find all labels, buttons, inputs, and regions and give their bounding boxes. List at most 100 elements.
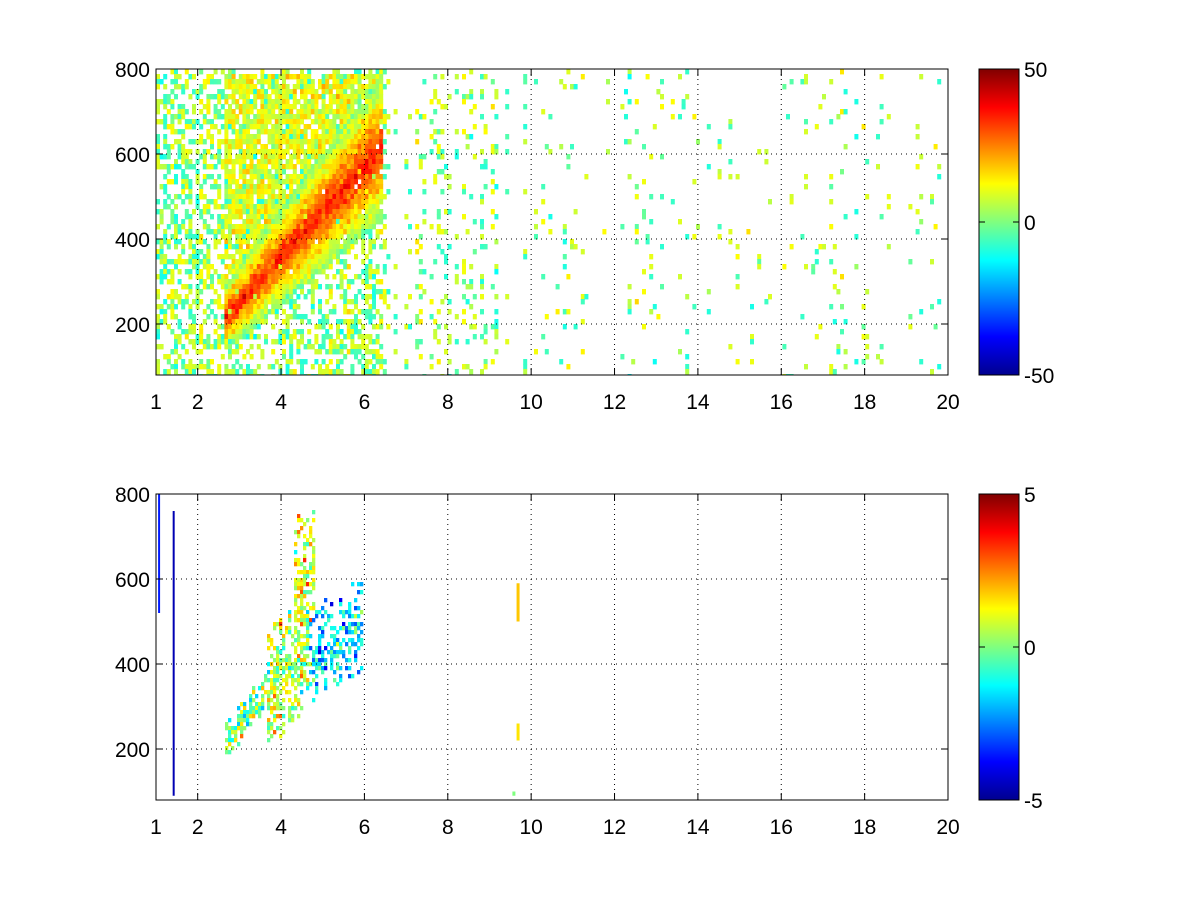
top-heatmap-cell (249, 184, 254, 190)
top-heatmap-cell (328, 324, 333, 330)
top-heatmap-cell (278, 284, 283, 290)
top-heatmap-cell (217, 94, 222, 100)
top-heatmap-cell (343, 294, 348, 300)
top-heatmap-cell (289, 124, 294, 130)
top-heatmap-cell (174, 179, 178, 185)
top-heatmap-cell (253, 234, 258, 240)
top-heatmap-cell (678, 74, 682, 80)
top-heatmap-cell (296, 184, 301, 190)
top-heatmap-cell (436, 129, 441, 135)
top-heatmap-cell (307, 99, 312, 105)
top-heatmap-cell (328, 249, 333, 255)
top-heatmap-cell (314, 174, 319, 180)
top-heatmap-cell (271, 239, 276, 245)
top-heatmap-cell (192, 259, 196, 265)
top-heatmap-cell (231, 124, 236, 130)
top-heatmap-cell (483, 359, 488, 365)
top-heatmap-cell (328, 369, 333, 375)
top-heatmap-cell (339, 129, 344, 135)
top-heatmap-cell (325, 149, 330, 155)
top-heatmap-cell (278, 289, 283, 295)
top-heatmap-cell (364, 84, 369, 90)
top-heatmap-cell (670, 99, 675, 105)
top-heatmap-cell (271, 159, 276, 165)
top-heatmap-cell (879, 359, 884, 365)
top-heatmap-cell (253, 169, 258, 175)
top-heatmap-cell (271, 234, 276, 240)
top-heatmap-cell (379, 154, 384, 160)
top-heatmap-cell (285, 259, 290, 265)
top-heatmap-cell (188, 254, 193, 260)
top-heatmap-cell (361, 114, 366, 120)
top-heatmap-cell (717, 234, 722, 240)
top-heatmap-cell (278, 154, 283, 160)
top-heatmap-cell (282, 274, 286, 280)
top-heatmap-cell (285, 254, 290, 260)
top-heatmap-cell (274, 139, 279, 145)
top-heatmap-cell (224, 299, 229, 305)
top-heatmap-cell (364, 369, 369, 375)
top-heatmap-cell (372, 84, 376, 90)
bottom-heatmap-cell (234, 730, 238, 735)
top-heatmap-cell (307, 159, 312, 165)
top-heatmap-cell (332, 144, 337, 150)
top-heatmap-cell (217, 214, 222, 220)
top-heatmap-cell (289, 114, 294, 120)
top-heatmap-cell (242, 119, 247, 125)
top-heatmap-cell (332, 94, 337, 100)
top-heatmap-cell (282, 134, 286, 140)
top-heatmap-cell (440, 74, 445, 80)
top-heatmap-cell (310, 154, 315, 160)
top-heatmap-cell (195, 234, 200, 240)
top-heatmap-cell (382, 69, 387, 75)
top-heatmap-cell (404, 359, 409, 365)
top-heatmap-cell (361, 169, 366, 175)
top-heatmap-cell (332, 194, 337, 200)
top-heatmap-cell (289, 189, 294, 195)
bottom-heatmap-cell (294, 542, 298, 547)
top-heatmap-cell (156, 369, 160, 375)
top-heatmap-cell (228, 344, 232, 350)
top-heatmap-cell (231, 79, 236, 85)
top-heatmap-cell (224, 239, 229, 245)
top-heatmap-cell (156, 329, 160, 335)
top-heatmap-cell (174, 204, 178, 210)
top-heatmap-cell (336, 109, 340, 115)
top-heatmap-cell (692, 114, 697, 120)
top-heatmap-cell (422, 179, 427, 185)
top-heatmap-cell (328, 154, 333, 160)
top-heatmap-cell (310, 79, 315, 85)
top-heatmap-cell (249, 134, 254, 140)
top-heatmap-cell (217, 154, 222, 160)
top-heatmap-cell (174, 244, 178, 250)
top-heatmap-cell (220, 164, 225, 170)
top-heatmap-cell (908, 324, 913, 330)
top-heatmap-cell (296, 124, 301, 130)
top-heatmap-cell (274, 249, 279, 255)
top-heatmap-cell (156, 294, 160, 300)
top-heatmap-cell (368, 244, 373, 250)
top-heatmap-cell (375, 154, 380, 160)
top-heatmap-cell (199, 249, 204, 255)
top-heatmap-cell (206, 339, 211, 345)
top-heatmap-cell (408, 324, 412, 330)
top-heatmap-cell (217, 139, 222, 145)
bottom-heatmap-cell (303, 546, 307, 551)
top-heatmap-cell (429, 99, 434, 105)
top-heatmap-cell (296, 129, 301, 135)
top-heatmap-cell (296, 79, 301, 85)
top-heatmap-cell (303, 74, 308, 80)
top-heatmap-cell (238, 279, 243, 285)
top-heatmap-cell (379, 99, 384, 105)
top-heatmap-cell (260, 114, 265, 120)
top-heatmap-cell (166, 149, 171, 155)
top-heatmap-cell (336, 189, 340, 195)
top-heatmap-cell (235, 294, 240, 300)
top-heatmap-cell (206, 269, 211, 275)
top-heatmap-cell (804, 264, 808, 270)
top-heatmap-cell (364, 349, 369, 355)
top-heatmap-cell (328, 194, 333, 200)
top-heatmap-cell (379, 354, 384, 360)
top-heatmap-cell (296, 109, 301, 115)
top-heatmap-cell (336, 329, 340, 335)
